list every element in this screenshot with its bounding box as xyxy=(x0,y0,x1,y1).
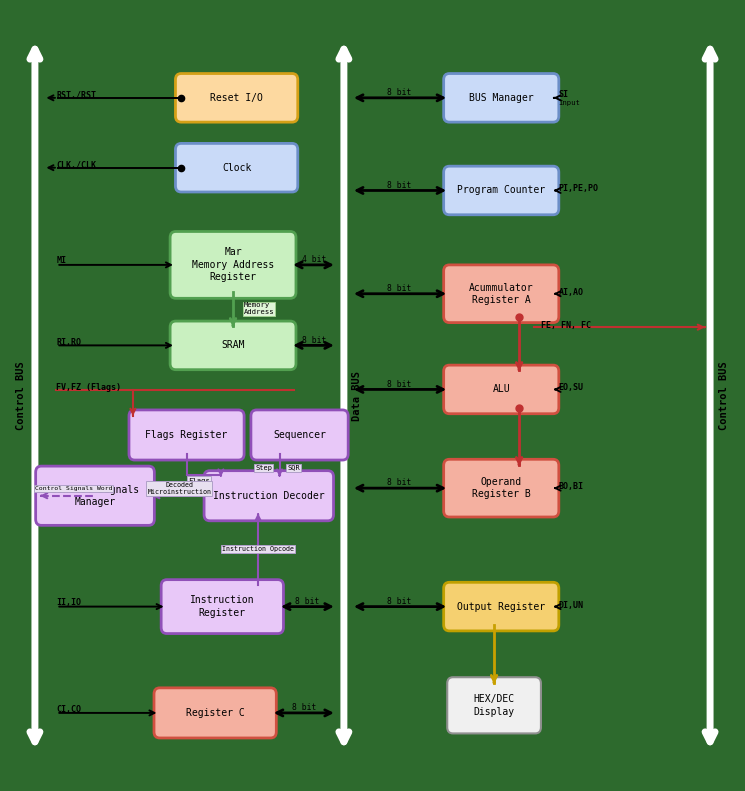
FancyBboxPatch shape xyxy=(447,677,541,733)
Text: Register C: Register C xyxy=(186,708,244,718)
FancyBboxPatch shape xyxy=(36,466,154,525)
Text: Decoded
Microinstruction: Decoded Microinstruction xyxy=(148,482,212,494)
FancyBboxPatch shape xyxy=(444,365,559,414)
Text: Control BUS: Control BUS xyxy=(16,361,25,430)
FancyBboxPatch shape xyxy=(444,166,559,215)
FancyBboxPatch shape xyxy=(154,688,276,738)
Text: Input: Input xyxy=(559,100,580,106)
Text: SQR: SQR xyxy=(288,464,300,471)
FancyBboxPatch shape xyxy=(251,410,348,460)
Text: HEX/DEC
Display: HEX/DEC Display xyxy=(474,694,515,717)
Text: EO,SU: EO,SU xyxy=(559,384,583,392)
Text: ALU: ALU xyxy=(492,384,510,395)
Text: Operand
Register B: Operand Register B xyxy=(472,477,530,499)
Text: RI,RO: RI,RO xyxy=(57,338,81,346)
Text: SRAM: SRAM xyxy=(221,340,245,350)
FancyBboxPatch shape xyxy=(170,321,296,369)
Text: Instruction Decoder: Instruction Decoder xyxy=(213,490,325,501)
Text: Sequencer: Sequencer xyxy=(273,430,326,440)
Text: Instruction Opcode: Instruction Opcode xyxy=(222,546,294,552)
FancyBboxPatch shape xyxy=(444,265,559,323)
Text: Clock: Clock xyxy=(222,163,251,172)
Text: FE, FN, FC: FE, FN, FC xyxy=(541,321,591,330)
Text: BUS Manager: BUS Manager xyxy=(469,93,533,103)
FancyBboxPatch shape xyxy=(176,74,298,122)
Text: SI: SI xyxy=(559,89,568,99)
FancyBboxPatch shape xyxy=(129,410,244,460)
Text: Mar
Memory Address
Register: Mar Memory Address Register xyxy=(192,248,274,282)
Text: 8 bit: 8 bit xyxy=(291,703,316,712)
Text: Program Counter: Program Counter xyxy=(457,185,545,195)
Text: Step: Step xyxy=(256,464,272,471)
FancyBboxPatch shape xyxy=(176,143,298,192)
Text: 8 bit: 8 bit xyxy=(387,596,412,606)
Text: RST,/RST: RST,/RST xyxy=(57,91,96,100)
Text: Control Signals Word: Control Signals Word xyxy=(35,486,112,490)
Text: Control BUS: Control BUS xyxy=(720,361,729,430)
Text: 8 bit: 8 bit xyxy=(295,596,320,606)
FancyBboxPatch shape xyxy=(170,232,296,298)
Text: Acummulator
Register A: Acummulator Register A xyxy=(469,282,533,305)
Text: Reset I/O: Reset I/O xyxy=(210,93,263,103)
FancyBboxPatch shape xyxy=(204,471,334,520)
Text: AI,AO: AI,AO xyxy=(559,288,583,297)
Text: FV,FZ (Flags): FV,FZ (Flags) xyxy=(57,384,121,392)
Text: 4 bit: 4 bit xyxy=(302,255,326,264)
Text: MI: MI xyxy=(57,255,66,265)
FancyBboxPatch shape xyxy=(161,580,283,634)
Text: 8 bit: 8 bit xyxy=(387,479,412,487)
FancyBboxPatch shape xyxy=(444,582,559,631)
Text: Flags Register: Flags Register xyxy=(145,430,228,440)
Text: 8 bit: 8 bit xyxy=(302,335,326,345)
Text: PI,PE,PO: PI,PE,PO xyxy=(559,184,598,194)
Text: Data BUS: Data BUS xyxy=(352,370,362,421)
Text: CLK,/CLK: CLK,/CLK xyxy=(57,161,96,170)
Text: CI,CO: CI,CO xyxy=(57,706,81,714)
Text: II,IO: II,IO xyxy=(57,597,81,607)
Text: 8 bit: 8 bit xyxy=(387,88,412,97)
Text: Output Register: Output Register xyxy=(457,602,545,611)
Text: BO,BI: BO,BI xyxy=(559,483,583,491)
Text: Instruction
Register: Instruction Register xyxy=(190,596,255,618)
FancyBboxPatch shape xyxy=(444,460,559,517)
Text: Flags: Flags xyxy=(188,478,210,483)
Text: DI,UN: DI,UN xyxy=(559,600,583,610)
FancyBboxPatch shape xyxy=(444,74,559,122)
Text: 8 bit: 8 bit xyxy=(387,380,412,388)
Text: 8 bit: 8 bit xyxy=(387,180,412,190)
Text: 8 bit: 8 bit xyxy=(387,284,412,293)
Text: Control Signals
Manager: Control Signals Manager xyxy=(51,485,139,507)
Text: Memory
Address: Memory Address xyxy=(244,302,274,316)
